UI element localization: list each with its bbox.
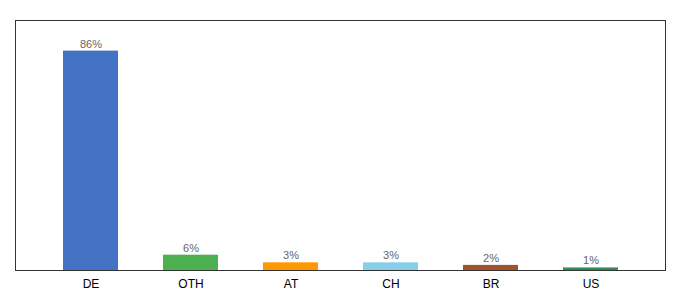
svg-text:6%: 6%: [183, 242, 199, 254]
svg-text:OTH: OTH: [178, 277, 203, 291]
svg-text:US: US: [583, 277, 600, 291]
svg-text:AT: AT: [284, 277, 299, 291]
svg-text:DE: DE: [83, 277, 100, 291]
svg-text:86%: 86%: [80, 38, 102, 50]
svg-text:3%: 3%: [283, 249, 299, 261]
svg-text:3%: 3%: [383, 249, 399, 261]
svg-text:2%: 2%: [483, 252, 499, 264]
svg-text:BR: BR: [483, 277, 500, 291]
svg-text:CH: CH: [382, 277, 399, 291]
svg-text:1%: 1%: [583, 254, 599, 266]
